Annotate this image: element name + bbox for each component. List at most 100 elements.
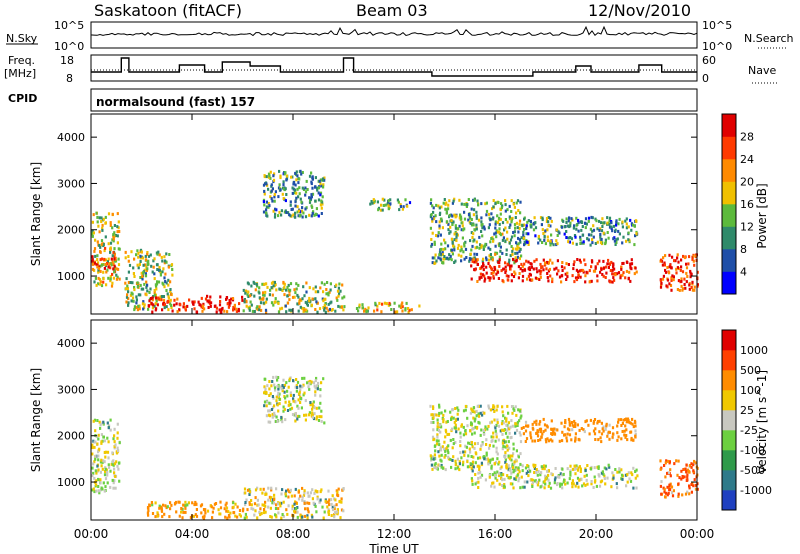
power-cell xyxy=(163,261,166,265)
power-cell xyxy=(291,207,294,211)
power-cell xyxy=(546,272,549,275)
power-cell xyxy=(664,254,667,258)
velocity-cell xyxy=(686,473,689,477)
velocity-cell xyxy=(433,437,436,441)
power-cell xyxy=(133,275,136,278)
velocity-cell xyxy=(297,490,300,494)
velocity-cell xyxy=(264,493,267,496)
velocity-cell xyxy=(273,411,276,415)
velocity-cell xyxy=(625,484,628,488)
power-cell xyxy=(619,274,622,278)
velocity-cell xyxy=(664,495,667,499)
power-cell xyxy=(285,211,288,214)
velocity-cell xyxy=(271,412,274,416)
power-cell xyxy=(308,200,312,204)
power-cell xyxy=(96,258,99,261)
velocity-cell xyxy=(446,420,449,423)
power-cell xyxy=(144,272,147,276)
velocity-cell xyxy=(535,468,538,471)
power-cell xyxy=(144,254,147,258)
velocity-cell xyxy=(567,417,571,421)
velocity-cell xyxy=(272,501,276,505)
power-cell xyxy=(98,216,101,220)
velocity-cell xyxy=(97,433,100,437)
velocity-cell xyxy=(634,434,637,438)
power-cell xyxy=(455,232,458,236)
power-cell xyxy=(451,222,454,226)
velocity-cell xyxy=(101,467,104,471)
power-cell xyxy=(594,266,597,270)
velocity-cell xyxy=(317,419,321,422)
velocity-cell xyxy=(494,426,497,430)
velocity-cell xyxy=(435,439,438,443)
power-cell xyxy=(608,223,611,226)
power-cell xyxy=(680,258,683,262)
power-cell xyxy=(518,249,521,253)
velocity-cell xyxy=(665,459,668,463)
power-cell xyxy=(454,259,457,263)
power-cell xyxy=(540,223,543,227)
velocity-cell xyxy=(248,493,251,496)
power-cell xyxy=(381,208,384,212)
velocity-cell xyxy=(514,458,517,462)
power-cell xyxy=(140,287,143,291)
colorbar-tick-label: 16 xyxy=(740,198,754,211)
velocity-cell xyxy=(471,482,474,486)
power-cell xyxy=(322,185,325,189)
power-cell xyxy=(104,221,107,225)
power-cell xyxy=(693,288,696,292)
velocity-cell xyxy=(316,497,319,501)
velocity-cell xyxy=(319,388,322,392)
power-cell xyxy=(297,283,300,287)
power-cell xyxy=(501,238,504,242)
power-cell xyxy=(254,288,257,292)
velocity-cell xyxy=(496,478,499,482)
power-cell xyxy=(533,216,536,220)
power-cell xyxy=(487,246,490,250)
velocity-cell xyxy=(234,502,237,506)
power-cell xyxy=(377,208,380,212)
power-cell xyxy=(338,282,341,286)
velocity-cell xyxy=(438,405,441,409)
velocity-cell xyxy=(100,440,103,444)
power-cell xyxy=(331,308,334,311)
power-cell xyxy=(298,214,301,218)
power-cell xyxy=(265,175,268,179)
power-cell xyxy=(127,290,130,294)
power-cell xyxy=(399,203,402,207)
velocity-cell xyxy=(539,427,543,431)
velocity-cell xyxy=(624,424,627,428)
power-cell xyxy=(429,201,432,205)
power-cell xyxy=(514,259,517,263)
power-cell xyxy=(322,183,325,187)
velocity-cell xyxy=(267,420,270,424)
power-cell xyxy=(102,280,105,284)
power-cell xyxy=(584,274,587,278)
power-cell xyxy=(317,191,320,195)
power-cell xyxy=(442,201,445,205)
velocity-cell xyxy=(297,406,300,410)
velocity-cell xyxy=(688,464,692,467)
velocity-cell xyxy=(470,477,473,481)
velocity-cell xyxy=(257,503,260,507)
velocity-cell xyxy=(484,425,487,429)
power-cell xyxy=(460,245,463,249)
power-cell xyxy=(268,204,271,208)
velocity-cell xyxy=(492,435,495,439)
velocity-cell xyxy=(202,508,206,511)
velocity-cell xyxy=(501,405,504,409)
velocity-cell xyxy=(474,473,477,476)
power-cell xyxy=(274,212,277,216)
velocity-cell xyxy=(464,450,467,454)
power-cell xyxy=(609,280,612,284)
velocity-cell xyxy=(225,501,228,505)
power-cell xyxy=(279,188,282,192)
power-cell xyxy=(528,272,531,276)
power-cell xyxy=(451,201,454,205)
velocity-cell xyxy=(466,416,469,420)
power-cell xyxy=(662,274,665,278)
power-cell xyxy=(112,239,115,243)
power-cell xyxy=(250,284,253,288)
power-cell xyxy=(100,263,103,267)
velocity-cell xyxy=(598,430,601,434)
